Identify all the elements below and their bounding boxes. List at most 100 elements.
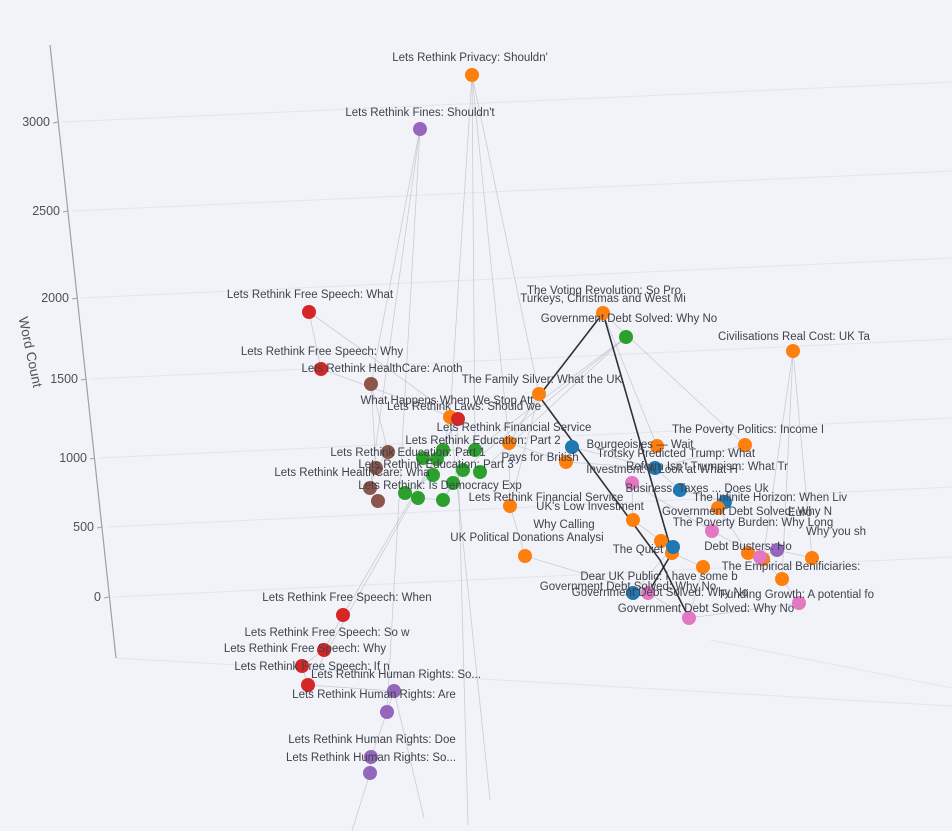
data-point[interactable]	[711, 501, 725, 515]
data-point[interactable]	[413, 122, 427, 136]
data-point[interactable]	[625, 476, 639, 490]
data-point[interactable]	[805, 551, 819, 565]
data-point[interactable]	[596, 306, 610, 320]
data-point[interactable]	[301, 678, 315, 692]
point-label: Government Debt Solved: Why No	[618, 603, 794, 615]
data-point[interactable]	[565, 440, 579, 454]
point-label: Debt Busters: Ho	[704, 541, 792, 553]
data-point[interactable]	[641, 586, 655, 600]
edge-line	[508, 393, 540, 444]
data-point[interactable]	[696, 560, 710, 574]
point-label: Government Debt Solved: Why No	[540, 581, 716, 593]
overlapping-label: Why Calling	[533, 519, 594, 531]
data-point[interactable]	[468, 443, 482, 457]
grid-line	[98, 417, 952, 459]
point-label: Lets Rethink Human Rights: So...	[286, 752, 456, 764]
data-point[interactable]	[465, 68, 479, 82]
data-point[interactable]	[369, 461, 383, 475]
data-point[interactable]	[518, 549, 532, 563]
data-point[interactable]	[314, 362, 328, 376]
point-label: Reform Isn't Trumpism: What Tr	[626, 461, 788, 473]
y-axis: 3000 2500 2000 1500 1000 500 0	[22, 44, 117, 659]
data-point[interactable]	[364, 377, 378, 391]
point-label: Lets Rethink Free Speech: Why	[224, 643, 387, 655]
edge-line	[717, 507, 749, 554]
data-point[interactable]	[503, 499, 517, 513]
data-point[interactable]	[426, 468, 440, 482]
data-point[interactable]	[786, 344, 800, 358]
data-point[interactable]	[741, 546, 755, 560]
edge-line	[370, 711, 388, 758]
point-label: Lets Rethink: Is Democracy Exp	[358, 480, 522, 492]
data-point[interactable]	[380, 705, 394, 719]
point-label: Trotsky Predicted Trump: What	[597, 448, 756, 460]
data-point[interactable]	[336, 608, 350, 622]
data-point[interactable]	[673, 483, 687, 497]
point-label: Lets Rethink Financial Service	[437, 422, 592, 434]
edge-line	[307, 684, 395, 692]
point-label: Lets Rethink Education: Part 1	[330, 447, 485, 459]
data-point[interactable]	[387, 684, 401, 698]
y-axis-tick	[103, 596, 110, 599]
data-point[interactable]	[430, 452, 444, 466]
edge-line	[449, 74, 473, 418]
data-point[interactable]	[650, 439, 664, 453]
data-point[interactable]	[451, 412, 465, 426]
data-point[interactable]	[666, 540, 680, 554]
data-point[interactable]	[559, 455, 573, 469]
overlapping-label: Pays for British	[501, 452, 578, 464]
point-label: Government Debt Solved: Why No	[572, 587, 748, 599]
edge-line	[386, 128, 421, 713]
data-point[interactable]	[705, 524, 719, 538]
data-point[interactable]	[363, 766, 377, 780]
data-point[interactable]	[626, 586, 640, 600]
edge-line	[471, 74, 476, 451]
data-point[interactable]	[436, 493, 450, 507]
y-axis-title: Word Count	[16, 315, 46, 389]
data-point[interactable]	[302, 305, 316, 319]
point-label: Lets Rethink Human Rights: So...	[311, 669, 481, 681]
data-point[interactable]	[682, 611, 696, 625]
data-point[interactable]	[792, 596, 806, 610]
edge-line	[370, 383, 377, 469]
data-point[interactable]	[446, 476, 460, 490]
data-point[interactable]	[654, 534, 668, 548]
point-label: Lets Rethink HealthCare: Anoth	[301, 363, 462, 375]
point-label: Lets Rethink Education: Part 2	[405, 435, 560, 447]
y-tick-label: 2000	[41, 291, 69, 305]
data-point[interactable]	[364, 750, 378, 764]
data-points[interactable]	[295, 68, 819, 780]
data-point[interactable]	[381, 445, 395, 459]
data-point[interactable]	[473, 465, 487, 479]
y-tick-label: 2500	[32, 204, 60, 218]
point-label: Lets Rethink HealthCare: Wha	[274, 467, 430, 479]
point-label: Lets Rethink Financial Service	[469, 492, 624, 504]
data-point[interactable]	[295, 659, 309, 673]
data-point[interactable]	[738, 438, 752, 452]
data-point[interactable]	[398, 486, 412, 500]
data-point[interactable]	[619, 330, 633, 344]
data-point[interactable]	[770, 543, 784, 557]
grid-line	[71, 170, 952, 212]
data-point[interactable]	[363, 481, 377, 495]
edge-line	[351, 772, 371, 831]
data-point[interactable]	[648, 461, 662, 475]
data-point[interactable]	[753, 550, 767, 564]
data-point[interactable]	[317, 643, 331, 657]
data-point[interactable]	[416, 451, 430, 465]
data-point[interactable]	[371, 494, 385, 508]
edge-line	[602, 312, 658, 447]
point-label: The Voting Revolution: So Pro	[527, 285, 681, 297]
edge-line	[369, 128, 421, 489]
data-point[interactable]	[626, 513, 640, 527]
data-point[interactable]	[411, 491, 425, 505]
data-point[interactable]	[502, 436, 516, 450]
data-point[interactable]	[775, 572, 789, 586]
highlight-path-line	[537, 312, 690, 619]
data-point[interactable]	[456, 463, 470, 477]
data-point[interactable]	[532, 387, 546, 401]
point-label: Lets Rethink Education: Part 3	[358, 459, 513, 471]
grid-line	[80, 257, 952, 299]
